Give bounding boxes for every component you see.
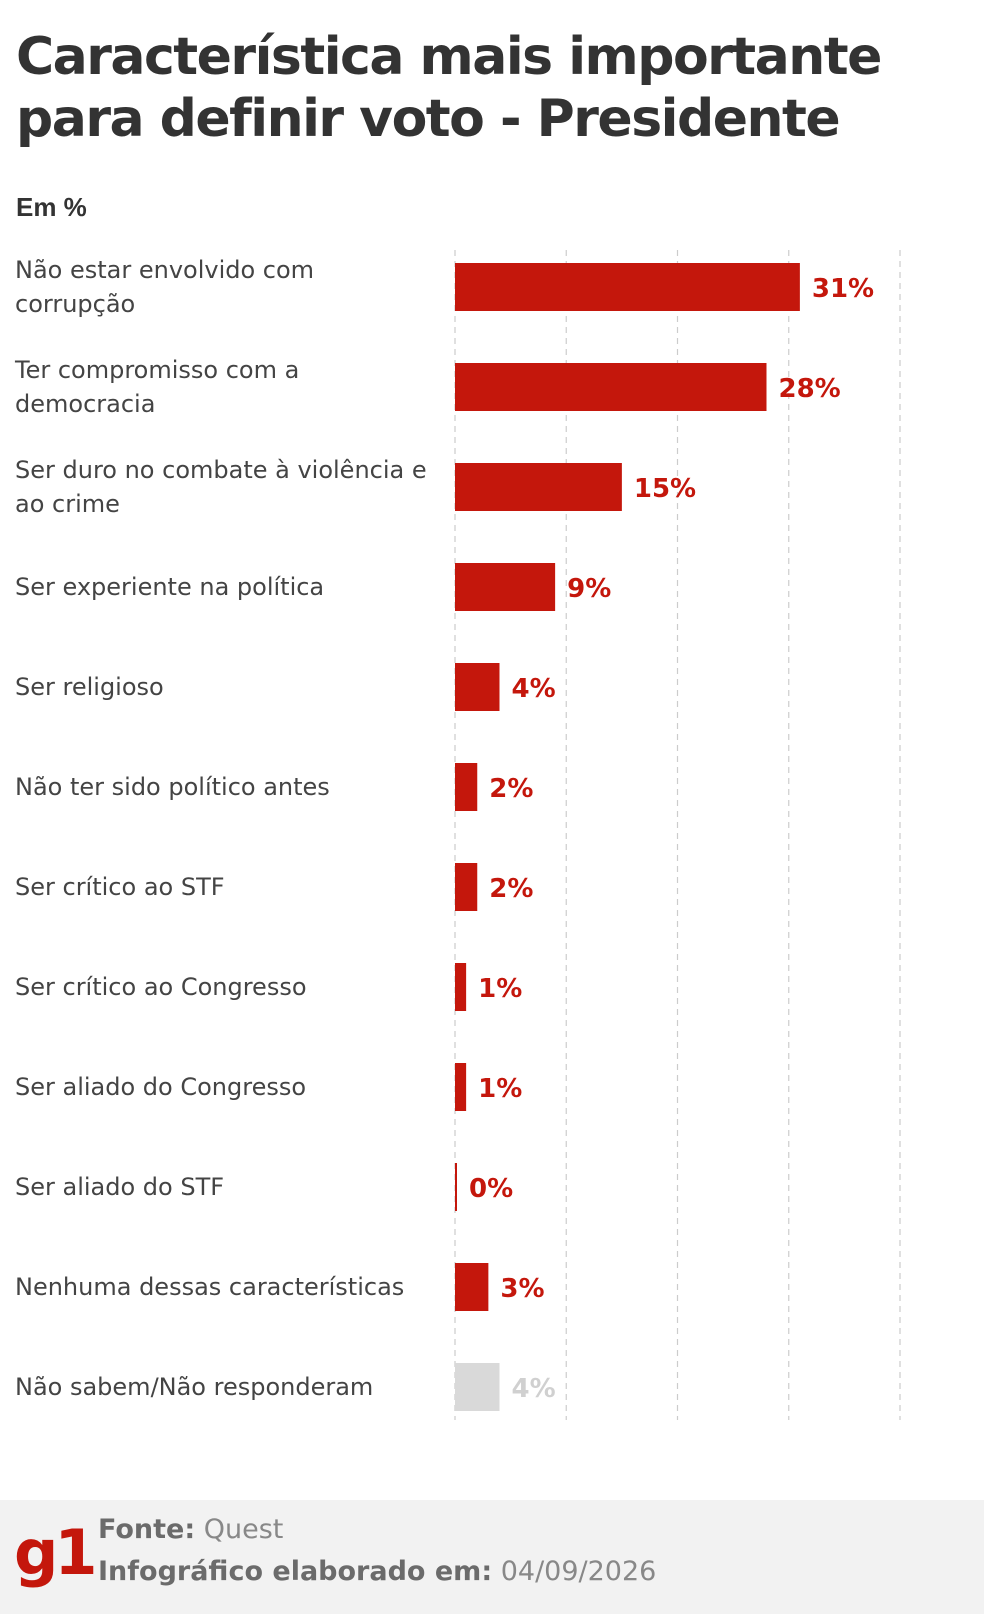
value-label: 9% (567, 574, 611, 604)
bar-chart: 31% 28% 15% 9% 4% 2% 2% 1% 1% 0% 3% 4% (454, 250, 901, 1420)
value-label: 4% (512, 1374, 556, 1404)
bar (455, 863, 478, 911)
category-label: Ser aliado do STF (15, 1173, 225, 1201)
credit-line: Infográfico elaborado em: 04/09/2026 (98, 1556, 656, 1587)
bar (455, 1363, 500, 1411)
category-label: Ser aliado do Congresso (15, 1073, 307, 1101)
category-label: Ser crítico ao Congresso (15, 973, 307, 1001)
category-label: Ser experiente na política (15, 573, 325, 601)
value-label: 1% (478, 1074, 522, 1104)
bar (455, 663, 500, 711)
category-label: Não estar envolvido com corrupção (15, 256, 315, 318)
source-line: Fonte: Quest (98, 1514, 283, 1545)
bar (455, 1263, 489, 1311)
bar (455, 363, 767, 411)
category-label: Não sabem/Não responderam (15, 1373, 374, 1401)
value-label: 0% (469, 1174, 513, 1204)
value-label: 1% (478, 974, 522, 1004)
bar (455, 463, 622, 511)
value-label: 31% (812, 274, 874, 304)
chart-title: Característica mais importante para defi… (16, 27, 882, 149)
unit-label: Em % (16, 192, 87, 222)
footer: g1 Fonte: Quest Infográfico elaborado em… (0, 1500, 984, 1614)
value-label: 2% (489, 774, 533, 804)
bar (455, 563, 556, 611)
category-label: Nenhuma dessas características (15, 1273, 405, 1301)
credit-value: 04/09/2026 (500, 1556, 657, 1587)
category-label: Não ter sido político antes (15, 773, 330, 801)
bar (455, 263, 800, 311)
bar (455, 963, 467, 1011)
category-label: Ser religioso (15, 673, 164, 701)
source-value: Quest (203, 1514, 284, 1545)
value-label: 4% (512, 674, 556, 704)
bar (455, 1063, 467, 1111)
category-labels: Não estar envolvido com corrupção Ter com… (0, 0, 440, 1450)
value-label: 2% (489, 874, 533, 904)
value-label: 28% (779, 374, 841, 404)
category-label: Ter compromisso com a democracia (15, 356, 300, 418)
bar (455, 1163, 457, 1211)
bar (455, 763, 478, 811)
value-label: 3% (500, 1274, 544, 1304)
g1-logo[interactable]: g1 (14, 1516, 98, 1589)
credit-label: Infográfico elaborado em: (98, 1556, 493, 1587)
category-label: Ser duro no combate à violência e ao cri… (15, 456, 427, 518)
category-label: Ser crítico ao STF (15, 873, 225, 901)
source-label: Fonte: (98, 1514, 196, 1545)
value-label: 15% (634, 474, 696, 504)
